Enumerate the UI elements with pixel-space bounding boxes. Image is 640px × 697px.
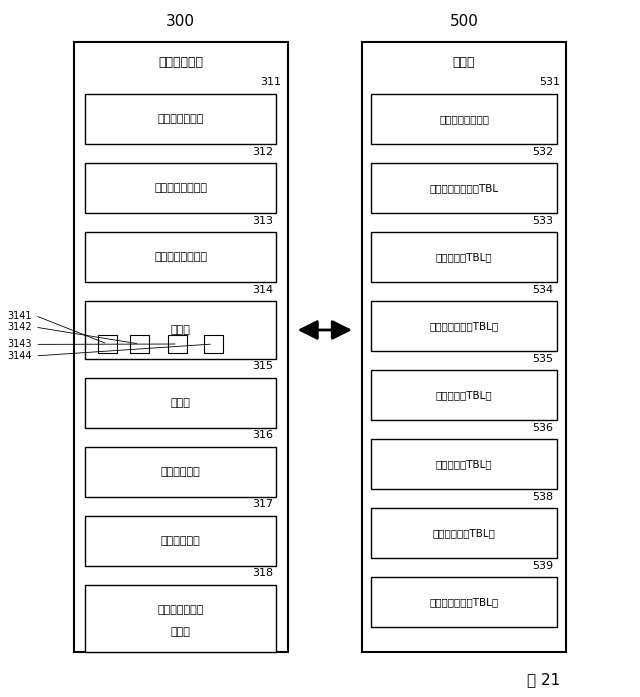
Text: 500: 500 (449, 14, 479, 29)
Bar (85, 301, 276, 359)
Text: 設定部: 設定部 (171, 627, 191, 637)
Text: 316: 316 (252, 431, 273, 441)
Text: （履歴情報TBL）: （履歴情報TBL） (436, 459, 492, 469)
Bar (168, 335, 188, 353)
Bar (85, 378, 276, 428)
Text: 312: 312 (252, 147, 273, 157)
Bar (371, 94, 557, 144)
Text: 539: 539 (532, 561, 554, 571)
Text: 判定部: 判定部 (171, 398, 191, 408)
Text: 利用度集計部: 利用度集計部 (161, 467, 201, 477)
Bar (371, 370, 557, 420)
Bar (362, 42, 566, 652)
Text: （行動定義TBL）: （行動定義TBL） (436, 252, 492, 262)
Text: 3143: 3143 (8, 339, 32, 349)
Text: 有効性検証部: 有効性検証部 (161, 536, 201, 546)
Text: 533: 533 (532, 216, 554, 226)
Text: 314: 314 (252, 285, 273, 295)
Text: 318: 318 (252, 569, 273, 579)
Text: パラメータ情報: パラメータ情報 (157, 606, 204, 615)
Text: グループ構成情報TBL: グループ構成情報TBL (429, 183, 499, 193)
Text: 設定条件取得部: 設定条件取得部 (157, 114, 204, 124)
Text: 531: 531 (539, 77, 560, 87)
Bar (204, 335, 223, 353)
Text: 図 21: 図 21 (527, 672, 561, 687)
Bar (85, 232, 276, 282)
Text: 317: 317 (252, 500, 273, 510)
Text: 535: 535 (532, 354, 554, 364)
Bar (74, 42, 288, 652)
Text: （移動先配分TBL）: （移動先配分TBL） (433, 528, 495, 538)
Bar (85, 447, 276, 497)
Text: 3141: 3141 (8, 311, 32, 321)
Text: 315: 315 (252, 362, 273, 372)
Bar (130, 335, 149, 353)
Text: 算出部: 算出部 (171, 325, 191, 335)
Bar (85, 163, 276, 213)
Text: 特性データ取得部: 特性データ取得部 (154, 183, 207, 193)
Bar (98, 335, 117, 353)
Bar (371, 232, 557, 282)
Bar (371, 508, 557, 558)
Text: 行動データ生成部: 行動データ生成部 (154, 252, 207, 262)
Text: 施設データ記憶部: 施設データ記憶部 (439, 114, 489, 124)
Text: 536: 536 (532, 423, 554, 433)
Bar (85, 94, 276, 144)
Text: シミュレータ: シミュレータ (158, 56, 204, 69)
Text: （始業条件設定TBL）: （始業条件設定TBL） (429, 597, 499, 607)
Bar (85, 585, 276, 652)
Bar (371, 577, 557, 627)
Bar (371, 301, 557, 351)
Text: 311: 311 (260, 77, 282, 87)
Text: 記憶部: 記憶部 (452, 56, 476, 69)
Text: 3142: 3142 (8, 322, 32, 332)
Text: 538: 538 (532, 492, 554, 502)
Text: 300: 300 (166, 14, 195, 29)
Bar (85, 516, 276, 566)
Text: 3144: 3144 (8, 351, 32, 361)
Bar (371, 439, 557, 489)
Bar (371, 163, 557, 213)
Text: 313: 313 (252, 216, 273, 226)
Text: （機能定義TBL）: （機能定義TBL） (436, 390, 492, 400)
Text: 532: 532 (532, 147, 554, 157)
Text: 534: 534 (532, 285, 554, 295)
Text: （共通行動定義TBL）: （共通行動定義TBL） (429, 321, 499, 331)
